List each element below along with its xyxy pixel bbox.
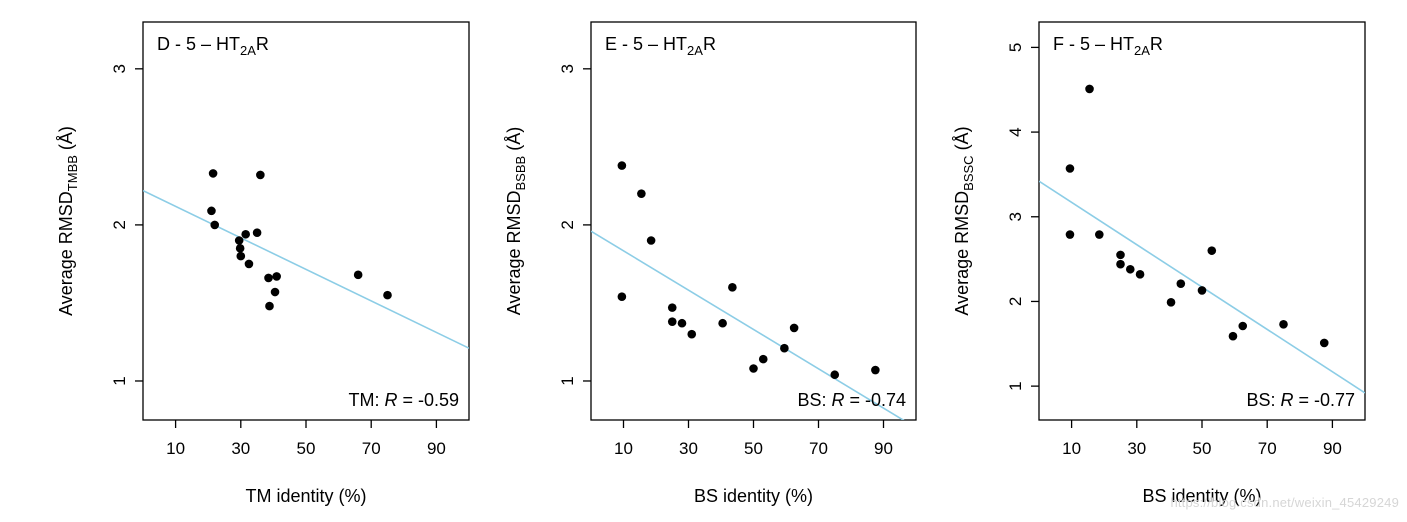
x-axis-title: BS identity (%)	[694, 486, 813, 506]
correlation-annotation: BS: R = -0.74	[797, 390, 906, 410]
data-point	[1319, 338, 1329, 348]
chart-panel-2: 10 30 50 70 90 1 2 3 E - 5 – HT2AR BS: R = -0.74 B…	[504, 21, 917, 506]
data-point	[265, 301, 274, 311]
data-point	[236, 251, 246, 261]
data-point	[383, 290, 392, 300]
y-axis-title: Average RMSDBSBB (Å)	[504, 127, 528, 315]
data-point	[617, 161, 627, 170]
y-tick-label: 1	[110, 376, 129, 385]
y-tick-label: 2	[558, 220, 577, 229]
x-tick-label: 90	[874, 439, 893, 458]
data-point	[244, 259, 254, 269]
y-tick-label: 2	[1006, 297, 1025, 306]
data-point	[1065, 230, 1075, 239]
data-point	[728, 283, 737, 292]
watermark-text: https://blog.csdn.net/weixin_45429249	[1170, 495, 1399, 510]
data-point	[1116, 250, 1125, 260]
data-point	[272, 272, 281, 281]
data-point	[1176, 279, 1186, 288]
x-tick-label: 70	[809, 439, 828, 458]
y-tick-label: 1	[558, 376, 577, 385]
data-point	[758, 354, 768, 364]
x-tick-label: 70	[1258, 439, 1277, 458]
data-point	[1095, 230, 1104, 239]
x-axis-title: BS identity (%)	[1142, 486, 1261, 506]
data-point	[1197, 286, 1207, 295]
x-tick-label: 10	[614, 439, 633, 458]
x-tick-label: 30	[231, 439, 250, 458]
data-point	[677, 318, 687, 328]
chart-panel-1: 10 30 50 70 90 1 2 3 D - 5 – HT2AR TM: R = -0.59 T…	[56, 21, 470, 506]
data-point	[830, 370, 840, 380]
data-point	[241, 229, 250, 239]
correlation-annotation: BS: R = -0.77	[1246, 390, 1355, 410]
regression-line	[591, 230, 905, 420]
data-point	[264, 273, 273, 283]
x-tick-label: 70	[362, 439, 381, 458]
plot-frame	[590, 21, 917, 421]
data-point	[718, 318, 727, 328]
x-tick-label: 90	[427, 439, 446, 458]
data-point	[1228, 331, 1238, 341]
data-point	[1085, 84, 1094, 94]
chart-panel-3: 10 30 50 70 90 1 2 3 4 5 F - 5 – HT2AR BS: R = -0.7…	[952, 21, 1366, 506]
data-point	[208, 169, 218, 178]
x-axis-title: TM identity (%)	[245, 486, 366, 506]
data-point	[1207, 246, 1217, 255]
panel-label: D - 5 – HT2AR	[157, 34, 269, 58]
y-tick-label: 2	[110, 220, 129, 229]
data-point	[270, 287, 280, 297]
data-point	[1166, 297, 1176, 307]
data-point	[780, 343, 789, 353]
data-point	[789, 323, 799, 333]
data-point	[637, 189, 646, 198]
correlation-annotation: TM: R = -0.59	[348, 390, 459, 410]
panel-label: F - 5 – HT2AR	[1053, 34, 1163, 58]
data-point	[1238, 321, 1248, 331]
data-point	[256, 170, 265, 180]
x-tick-label: 50	[1193, 439, 1212, 458]
data-point	[210, 220, 220, 230]
x-tick-label: 10	[166, 439, 185, 458]
data-point	[1125, 264, 1135, 274]
data-point	[646, 236, 656, 245]
y-tick-label: 3	[110, 64, 129, 73]
data-point	[1116, 259, 1125, 269]
data-point	[871, 365, 880, 375]
data-point	[207, 206, 216, 216]
data-point	[667, 317, 677, 326]
data-point	[1135, 270, 1145, 279]
y-tick-label: 4	[1006, 127, 1025, 136]
data-point	[617, 292, 627, 301]
data-point	[234, 236, 244, 245]
x-tick-label: 30	[1127, 439, 1146, 458]
y-tick-label: 3	[1006, 212, 1025, 221]
data-point	[252, 228, 262, 238]
data-point	[1279, 320, 1288, 329]
data-point	[235, 244, 245, 253]
regression-line	[143, 189, 469, 349]
x-tick-label: 50	[744, 439, 763, 458]
data-point	[667, 303, 677, 312]
y-tick-label: 1	[1006, 381, 1025, 390]
x-tick-label: 30	[679, 439, 698, 458]
x-tick-label: 90	[1323, 439, 1342, 458]
panel-label: E - 5 – HT2AR	[605, 34, 716, 58]
data-point	[687, 329, 697, 339]
x-tick-label: 50	[297, 439, 316, 458]
x-tick-label: 10	[1062, 439, 1081, 458]
y-axis-title: Average RMSDTMBB (Å)	[56, 126, 80, 316]
y-tick-label: 3	[558, 64, 577, 73]
data-point	[1065, 164, 1075, 173]
data-point	[353, 270, 363, 280]
y-axis-title: Average RMSDBSSC (Å)	[952, 126, 976, 315]
y-tick-label: 5	[1006, 43, 1025, 52]
data-point	[749, 364, 758, 373]
plot-frame	[142, 21, 470, 421]
